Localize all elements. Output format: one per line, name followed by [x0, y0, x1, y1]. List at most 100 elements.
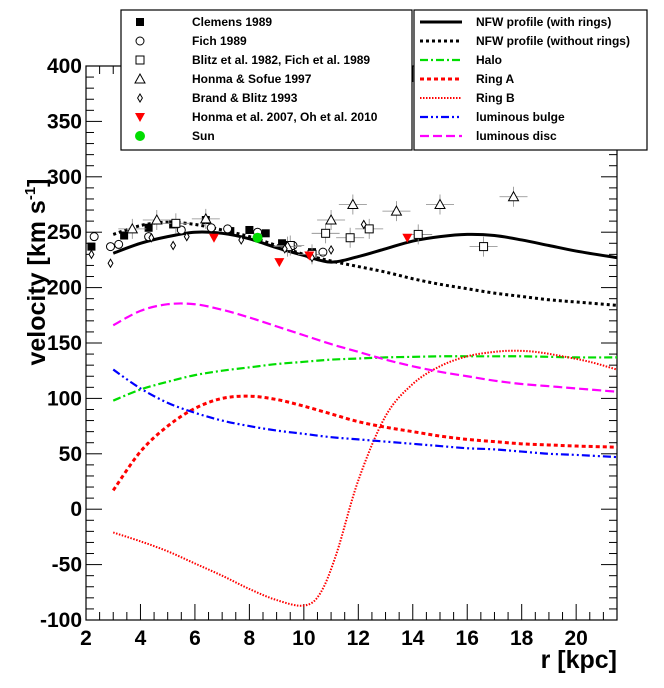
- legend-marker-blitz-et-al-1982-fich-et-al-1989: [135, 55, 145, 65]
- x-tick-label: 2: [80, 627, 92, 650]
- series-group: [112, 220, 617, 607]
- x-tick-label: 10: [292, 627, 315, 650]
- legend-label: Clemens 1989: [192, 15, 272, 29]
- y-tick-label: -100: [40, 609, 82, 632]
- legend-label: Fich 1989: [192, 34, 247, 48]
- data-point-brand-blitz-1993: [170, 240, 177, 251]
- data-point-fich-1989: [176, 225, 186, 235]
- data-point-clemens-1989: [245, 225, 254, 234]
- legend-label: luminous bulge: [476, 110, 565, 124]
- y-tick-label: 350: [47, 110, 82, 133]
- data-point-brand-blitz-1993: [328, 244, 335, 255]
- data-point-honma-sofue-1997: [199, 212, 212, 224]
- x-tick-label: 12: [347, 627, 370, 650]
- data-point-clemens-1989: [278, 239, 287, 248]
- data-point-fich-1989: [114, 239, 124, 249]
- series-line-luminous-disc: [112, 302, 617, 393]
- legend-label: Honma & Sofue 1997: [192, 72, 312, 86]
- data-point-brand-blitz-1993: [107, 258, 114, 269]
- data-point-clemens-1989: [261, 229, 270, 238]
- series-line-ring-a: [112, 394, 617, 492]
- data-point-honma-sofue-1997: [325, 213, 337, 225]
- legend-label: Ring B: [476, 91, 515, 105]
- data-point-blitz-et-al-1982-fich-et-al-1989: [345, 233, 355, 243]
- x-axis-title: r [kpc]: [541, 646, 617, 674]
- y-axis-title-exponent: -1: [22, 187, 39, 200]
- series-line-nfw-profile-with-rings: [112, 230, 617, 264]
- data-point-fich-1989: [223, 224, 233, 234]
- y-tick-label: 100: [47, 387, 82, 410]
- y-axis-title-main: velocity [km s: [23, 200, 51, 365]
- data-point-blitz-et-al-1982-fich-et-al-1989: [479, 242, 489, 252]
- legend-models-box: [413, 9, 648, 151]
- x-tick-label: 16: [456, 627, 479, 650]
- legend-label: Brand & Blitz 1993: [192, 91, 298, 105]
- x-tick-label: 18: [510, 627, 534, 650]
- data-point-brand-blitz-1993: [281, 243, 288, 254]
- legend-marker-sun: [135, 131, 145, 141]
- data-point-honma-et-al-2007-oh-et-al-2010: [208, 233, 219, 243]
- y-tick-label: 250: [47, 221, 82, 244]
- x-tick-label: 20: [564, 627, 587, 650]
- data-point-fich-1989: [206, 223, 216, 233]
- observation-points: [87, 186, 528, 269]
- data-point-fich-1989: [106, 242, 116, 252]
- data-point-fich-1989: [318, 247, 328, 257]
- legend-models: NFW profile (with rings) NFW profile (wit…: [413, 9, 648, 151]
- data-point-brand-blitz-1993: [148, 232, 155, 243]
- legend-label: luminous disc: [476, 129, 557, 143]
- series-line-halo: [112, 355, 617, 402]
- series-line-ring-b: [112, 349, 617, 607]
- axis-ticks: 2 4 6 8 10 12 14 16 18 20 -100 -50 0 50 100 150 200 250 30…: [40, 55, 617, 650]
- data-point-blitz-et-al-1982-fich-et-al-1989: [364, 224, 374, 234]
- data-point-brand-blitz-1993: [360, 219, 367, 230]
- legend-marker-clemens-1989: [136, 18, 144, 26]
- legend-label: Blitz et al. 1982, Fich et al. 1989: [192, 53, 370, 67]
- data-point-blitz-et-al-1982-fich-et-al-1989: [321, 228, 331, 238]
- legend-marker-brand-blitz-1993: [137, 93, 143, 103]
- data-point-clemens-1989: [120, 231, 129, 240]
- y-tick-label: 150: [47, 332, 82, 355]
- data-point-blitz-et-al-1982-fich-et-al-1989: [171, 218, 181, 228]
- data-point-clemens-1989: [87, 242, 96, 251]
- data-point-honma-sofue-1997: [434, 198, 446, 209]
- data-point-honma-sofue-1997: [126, 222, 139, 234]
- legend-label: Halo: [476, 53, 502, 67]
- data-point-brand-blitz-1993: [183, 231, 190, 242]
- legend-observations: Clemens 1989 Fich 1989 Blitz et al. 1982, …: [120, 9, 413, 151]
- data-point-honma-et-al-2007-oh-et-al-2010: [402, 233, 413, 243]
- legend-observations-box: [120, 9, 413, 151]
- legend-label: Sun: [192, 129, 215, 143]
- legend-marker-honma-sofue-1997: [134, 72, 146, 84]
- y-tick-label: 400: [47, 55, 82, 78]
- x-tick-label: 6: [189, 627, 201, 650]
- series-line-nfw-profile-without-rings: [112, 220, 617, 307]
- data-point-honma-et-al-2007-oh-et-al-2010: [304, 251, 315, 261]
- data-point-clemens-1989: [144, 223, 153, 232]
- y-axis-title-close: ]: [23, 178, 51, 186]
- x-tick-label: 14: [401, 627, 425, 650]
- y-axis-title: velocity [km s-1]: [22, 178, 51, 365]
- legend-label: NFW profile (with rings): [476, 15, 611, 29]
- data-point-fich-1989: [89, 232, 99, 242]
- data-point-blitz-et-al-1982-fich-et-al-1989: [413, 229, 423, 239]
- x-tick-label: 4: [135, 627, 147, 650]
- series-line-luminous-bulge: [112, 368, 617, 459]
- data-point-honma-sofue-1997: [390, 205, 403, 216]
- data-point-honma-sofue-1997: [150, 213, 163, 225]
- data-point-honma-sofue-1997: [507, 190, 520, 202]
- data-point-brand-blitz-1993: [88, 249, 95, 260]
- y-tick-label: 300: [47, 166, 82, 189]
- y-tick-label: -50: [52, 554, 82, 577]
- y-tick-label: 50: [59, 443, 82, 466]
- legend-label: NFW profile (without rings): [476, 34, 630, 48]
- x-tick-label: 8: [244, 627, 256, 650]
- y-tick-label: 200: [47, 277, 82, 300]
- legend-label: Ring A: [476, 72, 515, 86]
- legend-marker-fich-1989: [135, 36, 145, 46]
- data-point-sun: [252, 232, 263, 243]
- legend-marker-honma-et-al-2007-oh-et-al-2010: [135, 113, 145, 122]
- data-point-brand-blitz-1993: [238, 234, 245, 245]
- y-tick-label: 0: [70, 498, 82, 521]
